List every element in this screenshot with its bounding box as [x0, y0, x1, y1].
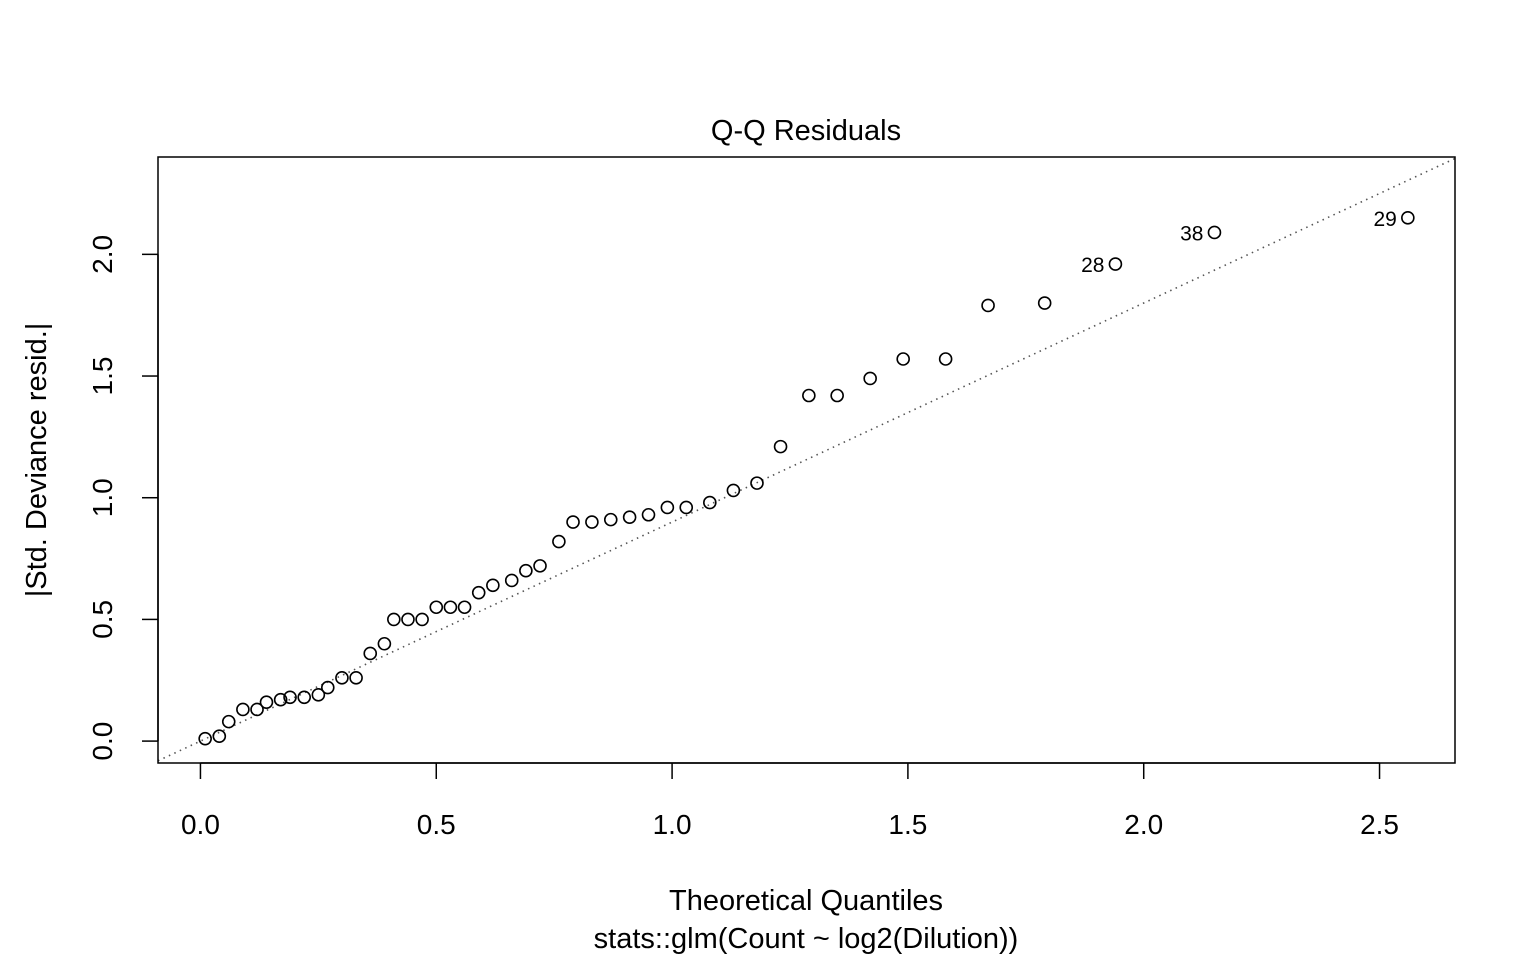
data-point	[236, 702, 250, 717]
data-point	[533, 559, 547, 573]
data-point	[981, 298, 995, 313]
data-point	[363, 646, 378, 661]
data-point	[349, 671, 363, 685]
y-axis-label: |Std. Deviance resid.|	[21, 323, 53, 598]
data-point	[726, 483, 741, 498]
data-point	[273, 692, 288, 707]
data-point	[660, 500, 675, 515]
data-point	[938, 352, 953, 366]
data-point	[603, 512, 618, 527]
y-tick-label: 0.5	[87, 600, 118, 639]
y-tick-label: 2.0	[87, 235, 118, 274]
data-point	[896, 352, 910, 366]
data-point	[773, 439, 788, 454]
data-point	[802, 388, 816, 403]
x-tick-label: 0.0	[181, 809, 220, 840]
data-point	[311, 688, 326, 702]
data-point	[212, 729, 227, 744]
point-id-label: 38	[1180, 222, 1203, 245]
data-point	[457, 600, 472, 615]
data-point	[401, 612, 415, 627]
data-point	[703, 495, 717, 510]
data-point	[504, 573, 519, 588]
y-tick-label: 1.0	[87, 478, 118, 517]
data-point	[250, 702, 264, 717]
y-axis: 0.0 0.5 1.0 1.5 2.0	[87, 235, 159, 761]
data-point	[519, 563, 533, 578]
reference-line-group	[158, 157, 1455, 762]
x-tick-label: 2.0	[1124, 809, 1163, 840]
data-point	[830, 388, 844, 403]
qq-reference-line	[158, 157, 1455, 762]
data-point	[750, 476, 764, 490]
point-id-label: 28	[1081, 254, 1104, 277]
data-point	[486, 578, 500, 593]
point-labels: 28 38 29	[1081, 208, 1397, 277]
x-axis: 0.0 0.5 1.0 1.5 2.0 2.5	[181, 762, 1399, 840]
data-point	[1401, 211, 1415, 225]
x-tick-label: 1.5	[888, 809, 927, 840]
data-point	[259, 695, 274, 709]
data-points	[198, 211, 1415, 746]
data-point	[863, 371, 877, 386]
data-point	[415, 612, 429, 627]
data-point	[335, 671, 349, 685]
y-tick-label: 0.0	[87, 722, 118, 761]
chart-title: Q-Q Residuals	[711, 115, 901, 147]
data-point	[221, 714, 236, 729]
data-point	[1108, 257, 1123, 271]
data-point	[679, 500, 694, 515]
data-point	[585, 515, 599, 529]
data-point	[429, 600, 444, 615]
x-tick-label: 1.0	[653, 809, 692, 840]
data-point	[320, 680, 335, 695]
data-point	[387, 612, 401, 627]
data-point	[198, 731, 212, 746]
data-point	[1207, 225, 1222, 240]
data-point	[552, 534, 566, 549]
x-tick-label: 2.5	[1360, 809, 1399, 840]
x-tick-label: 0.5	[417, 809, 456, 840]
data-point	[641, 507, 656, 522]
data-point	[471, 585, 486, 600]
point-id-label: 29	[1373, 208, 1396, 231]
y-tick-label: 1.5	[87, 357, 118, 396]
data-point	[443, 600, 458, 615]
data-point	[1037, 296, 1052, 310]
data-point	[622, 510, 637, 524]
data-point	[566, 515, 580, 529]
x-axis-label: Theoretical Quantiles	[669, 885, 943, 917]
data-point	[283, 690, 297, 705]
model-formula-label: stats::glm(Count ~ log2(Dilution))	[594, 923, 1019, 955]
data-point	[377, 636, 392, 651]
data-point	[297, 690, 312, 705]
